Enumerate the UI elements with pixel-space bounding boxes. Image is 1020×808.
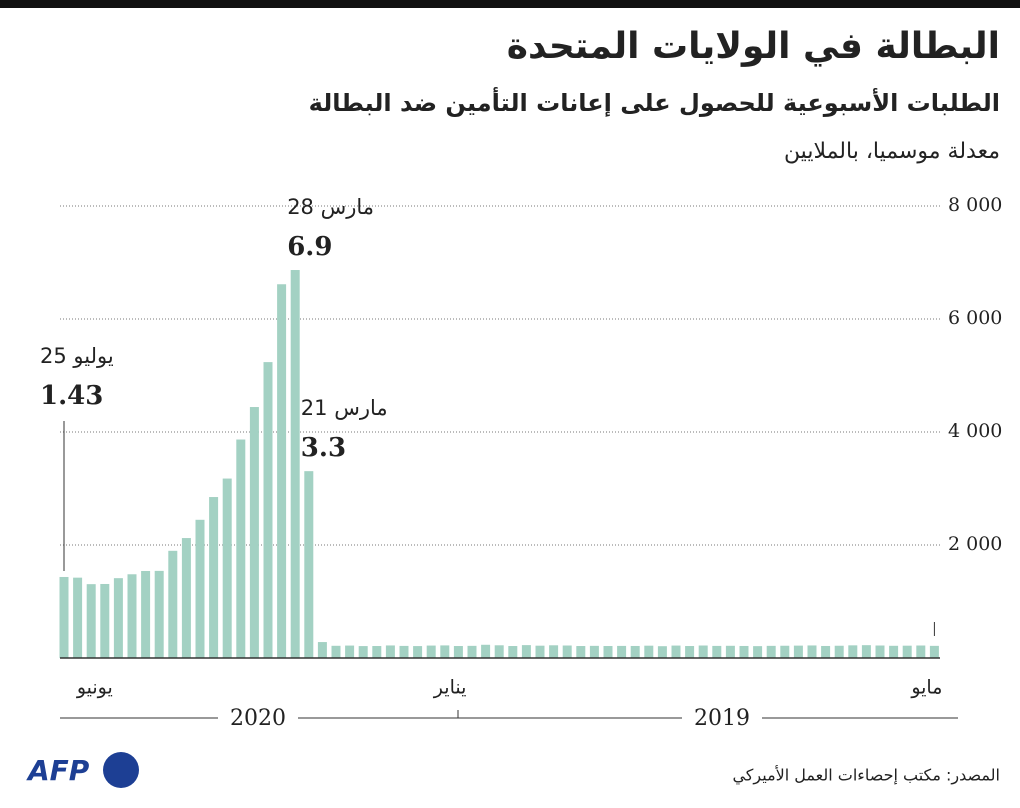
date-label: 25 يوليو (40, 344, 114, 368)
bar (562, 645, 572, 658)
bar (929, 645, 939, 658)
bar (630, 645, 640, 658)
value-label: 6.9 (287, 232, 332, 262)
bar (86, 584, 96, 658)
date-label: 28 مارس (287, 195, 374, 219)
year-gap (682, 706, 762, 730)
bar (712, 645, 722, 658)
bar (317, 642, 327, 658)
bar (304, 471, 314, 658)
bar (807, 645, 817, 658)
bar (413, 646, 423, 658)
date-label: 21 مارس (301, 396, 388, 420)
value-label: 1.43 (40, 381, 103, 411)
bar (821, 645, 831, 658)
top-bar (0, 0, 1020, 8)
bar (385, 645, 395, 658)
year-gap (218, 706, 298, 730)
bar (100, 583, 110, 658)
logo-circle (103, 752, 139, 788)
bar (848, 645, 858, 658)
chart-note: معدلة موسميا، بالملايين (784, 139, 1000, 164)
bar (440, 645, 450, 658)
x-tick-label: يناير (433, 677, 467, 699)
bar (141, 570, 151, 658)
bar (249, 407, 259, 658)
bar (725, 645, 735, 658)
bar (535, 645, 545, 658)
bar (345, 645, 355, 658)
year-label: 2019 (694, 706, 750, 731)
bar (902, 645, 912, 658)
bar (739, 645, 749, 658)
bar (589, 645, 599, 658)
bar (209, 497, 219, 658)
bar (603, 646, 613, 658)
bar (59, 576, 69, 658)
bar (753, 646, 763, 658)
bar (494, 645, 504, 658)
bar (181, 538, 191, 658)
logo: AFP (26, 754, 90, 787)
bar (168, 550, 178, 658)
bar (875, 645, 885, 658)
bar (426, 645, 436, 658)
bar (576, 646, 586, 658)
chart-subtitle: الطلبات الأسبوعية للحصول على إعانات التأ… (309, 87, 1000, 117)
bar (73, 577, 83, 658)
bar (671, 645, 681, 658)
bar (508, 646, 518, 658)
bar (861, 645, 871, 658)
source: المصدر: مكتب إحصاءات العمل الأميركي (732, 765, 1000, 786)
y-tick-label: 6 000 (948, 307, 1002, 329)
bar (617, 645, 627, 658)
bar (222, 478, 232, 658)
bar (399, 645, 409, 658)
value-label: 3.3 (301, 433, 346, 463)
bar (358, 646, 368, 658)
bar (481, 644, 491, 658)
bar (236, 439, 246, 658)
bar (766, 645, 776, 658)
bar (657, 646, 667, 658)
chart-title: البطالة في الولايات المتحدة (507, 26, 1000, 67)
bar (644, 645, 654, 658)
bar (113, 578, 123, 658)
bar (453, 646, 463, 658)
bar (154, 570, 164, 658)
bar (685, 646, 695, 658)
x-tick-label: يونيو (76, 677, 113, 699)
bar (521, 645, 531, 658)
bar (263, 362, 273, 658)
bar (834, 645, 844, 658)
x-tick-label: مايو (910, 677, 942, 699)
bar (195, 519, 205, 658)
year-label: 2020 (230, 706, 286, 731)
y-tick-label: 4 000 (948, 420, 1002, 442)
bar (549, 645, 559, 658)
bar (467, 645, 477, 658)
bar (889, 645, 899, 658)
bar (331, 645, 341, 658)
bar (780, 645, 790, 658)
bar (793, 645, 803, 658)
bar (290, 270, 300, 658)
bar (127, 574, 137, 658)
y-tick-label: 2 000 (948, 533, 1002, 555)
bar (277, 284, 287, 658)
bar (698, 645, 708, 658)
bar (372, 646, 382, 658)
y-tick-label: 8 000 (948, 194, 1002, 216)
bar (916, 645, 926, 658)
